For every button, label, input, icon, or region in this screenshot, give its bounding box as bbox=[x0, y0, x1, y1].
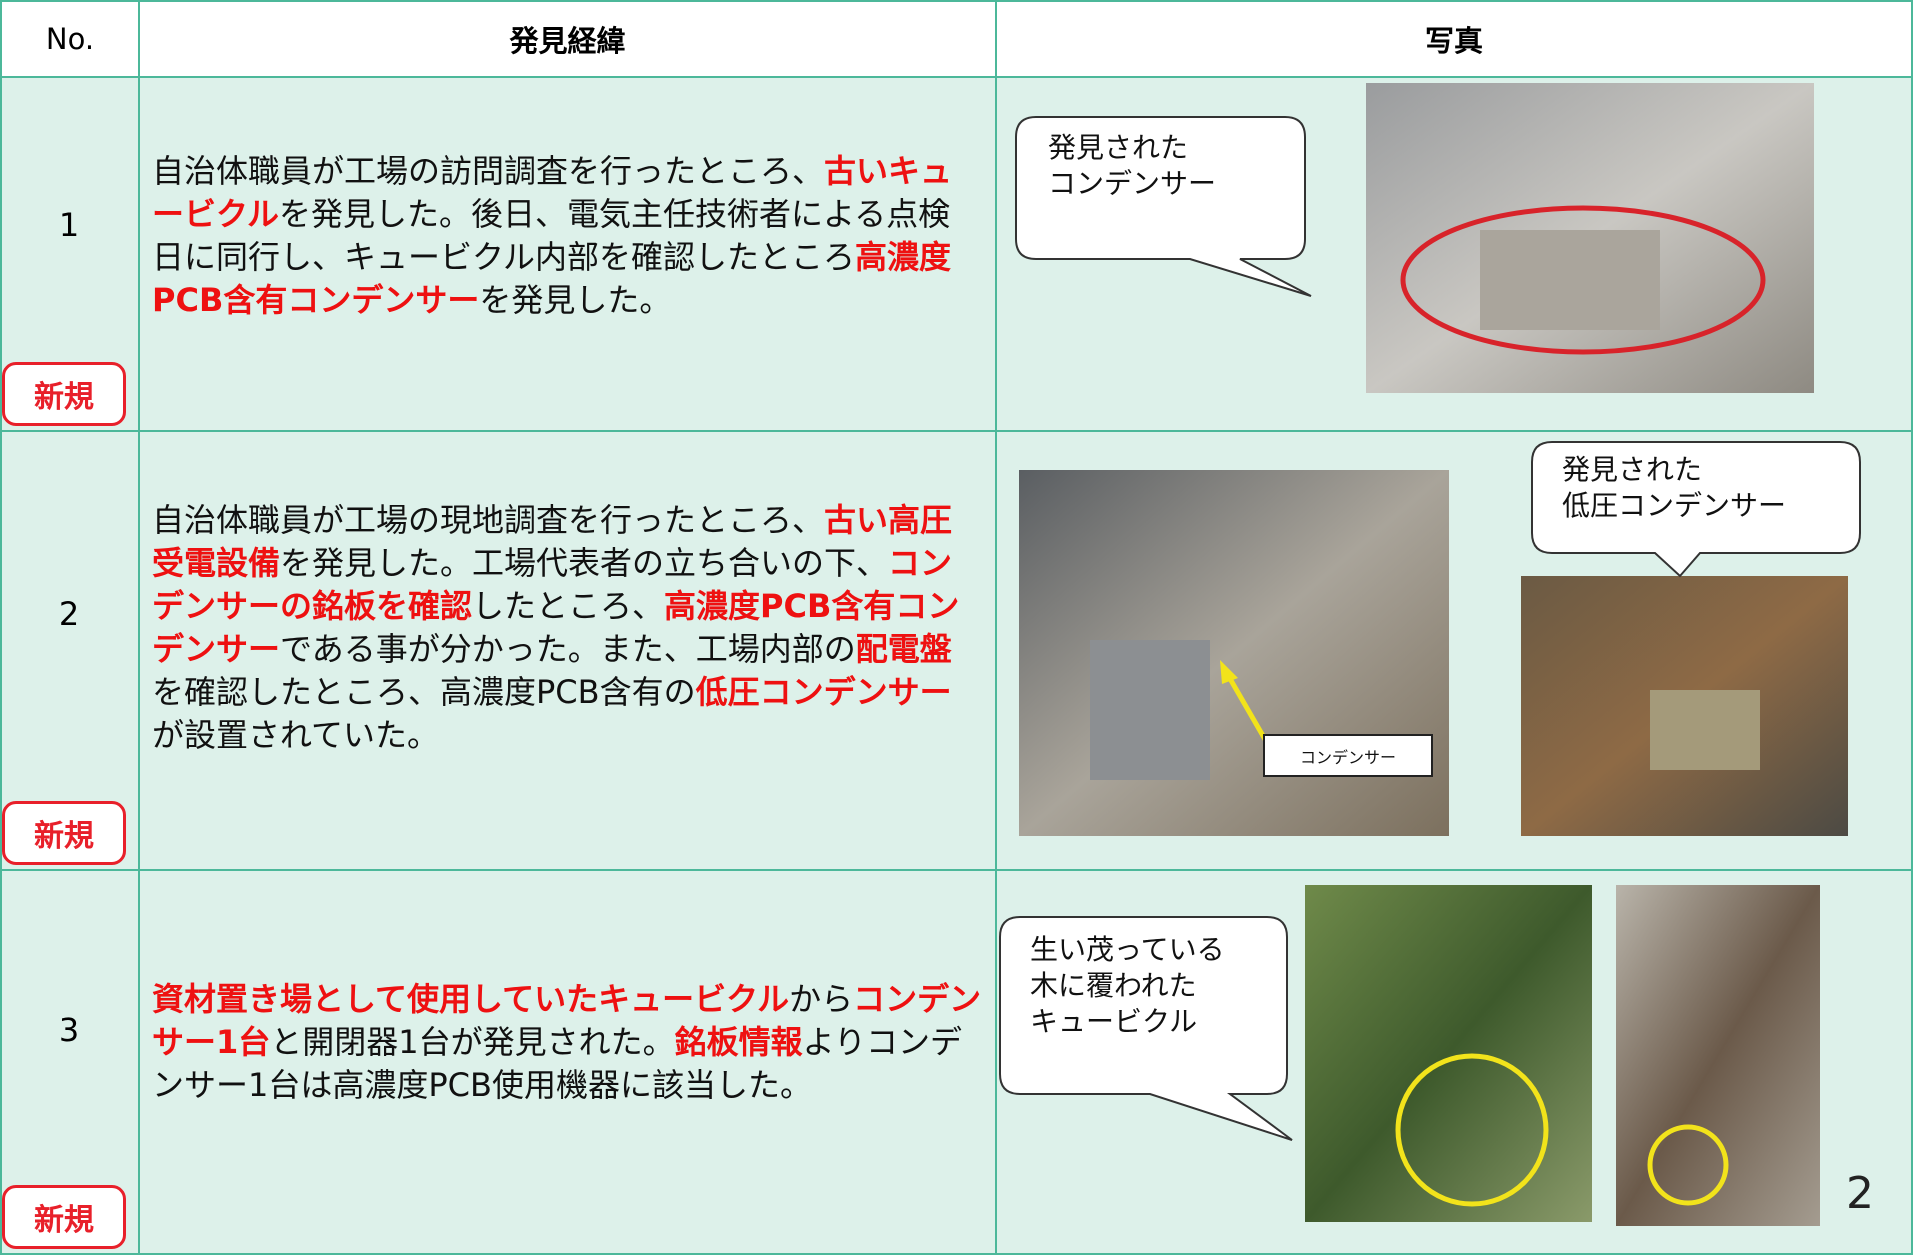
callout-text: 発見された 低圧コンデンサー bbox=[1562, 453, 1787, 522]
text: 自治体職員が工場の現地調査を行ったところ、 bbox=[152, 501, 825, 540]
text: である事が分かった。また、工場内部の bbox=[280, 630, 856, 669]
emphasis-text: 古い高圧受電設備 bbox=[152, 501, 953, 583]
emphasis-text: 高濃度PCB含有コンデンサー bbox=[152, 587, 960, 669]
callout-bubble bbox=[1015, 116, 1312, 297]
photo bbox=[1366, 83, 1814, 393]
photo bbox=[1019, 470, 1449, 836]
text: よりコンデンサー1台は高濃度PCB使用機器に該当した。 bbox=[152, 1023, 963, 1105]
text: を確認したところ、高濃度PCB含有の bbox=[152, 673, 696, 712]
callout-bubble bbox=[999, 916, 1293, 1141]
row-number: 1 bbox=[58, 205, 80, 244]
header-photo: 写真 bbox=[995, 0, 1913, 78]
cell bbox=[138, 869, 997, 1255]
emphasis-text: コンデンサー1台 bbox=[152, 980, 982, 1062]
emphasis-text: 配電盤 bbox=[855, 630, 952, 669]
emphasis-text: 銘板情報 bbox=[674, 1023, 803, 1062]
text: を発見した。 bbox=[479, 281, 672, 320]
badge: 新規 bbox=[2, 801, 126, 865]
text: を発見した。後日、電気主任技術者による点検日に同行し、キュービクル内部を確認した… bbox=[152, 195, 951, 277]
description: 自治体職員が工場の現地調査を行ったところ、古い高圧受電設備を発見した。工場代表者… bbox=[152, 499, 982, 757]
photo bbox=[1616, 885, 1820, 1226]
photo bbox=[1305, 885, 1592, 1222]
emphasis-text: 高濃度PCB含有コンデンサー bbox=[152, 238, 952, 320]
text: と開閉器1台が発見された。 bbox=[270, 1023, 675, 1062]
cell bbox=[138, 430, 997, 871]
row-number: 3 bbox=[58, 1011, 80, 1050]
badge: 新規 bbox=[2, 1185, 126, 1249]
badge: 新規 bbox=[2, 362, 126, 426]
description: 自治体職員が工場の訪問調査を行ったところ、古いキュービクルを発見した。後日、電気… bbox=[152, 150, 982, 322]
callout-text: 発見された コンデンサー bbox=[1048, 131, 1217, 200]
text: から bbox=[789, 980, 854, 1019]
header-no: No. bbox=[0, 0, 140, 78]
text: を発見した。工場代表者の立ち合いの下、 bbox=[280, 544, 889, 583]
text: 自治体職員が工場の訪問調査を行ったところ、 bbox=[152, 152, 825, 191]
emphasis-text: 資材置き場として使用していたキュービクル bbox=[152, 980, 790, 1019]
photo-label: コンデンサー bbox=[1263, 734, 1433, 777]
row-number: 2 bbox=[58, 595, 80, 634]
photo bbox=[1521, 576, 1848, 836]
callout-text: 生い茂っている 木に覆われた キュービクル bbox=[1030, 933, 1225, 1038]
page-number: 2 bbox=[1846, 1168, 1874, 1219]
emphasis-text: 古いキュービクル bbox=[152, 152, 953, 234]
emphasis-text: 低圧コンデンサー bbox=[695, 673, 952, 712]
text: が設置されていた。 bbox=[152, 716, 440, 755]
cell bbox=[0, 430, 140, 871]
emphasis-text: コンデンサーの銘板を確認 bbox=[152, 544, 953, 626]
description: 資材置き場として使用していたキュービクルからコンデンサー1台と開閉器1台が発見さ… bbox=[152, 978, 982, 1107]
callout-bubble bbox=[1531, 441, 1861, 578]
text: したところ、 bbox=[472, 587, 665, 626]
